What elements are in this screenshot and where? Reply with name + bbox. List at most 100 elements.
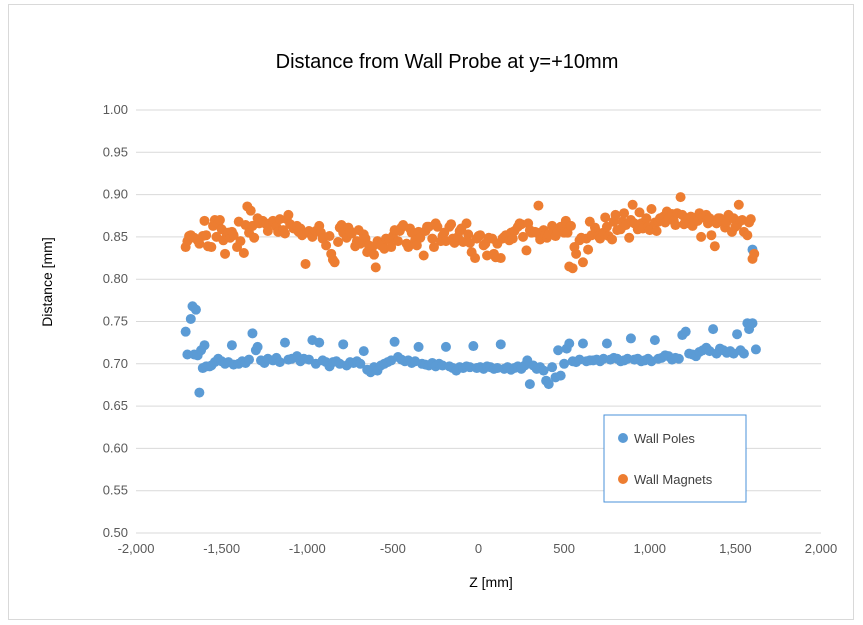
series-wall-poles	[180, 244, 761, 398]
wall-magnets-point	[249, 232, 260, 243]
wall-poles-point	[389, 336, 400, 347]
wall-magnets-point	[567, 263, 578, 274]
wall-magnets-point	[300, 258, 311, 269]
wall-magnets-point	[214, 214, 225, 225]
chart-title: Distance from Wall Probe at y=+10mm	[276, 51, 619, 73]
wall-magnets-point	[411, 240, 422, 251]
wall-magnets-point	[369, 249, 380, 260]
wall-poles-point	[355, 358, 366, 369]
wall-magnets-point	[507, 233, 518, 244]
wall-magnets-point	[201, 230, 212, 241]
wall-poles-point	[649, 335, 660, 346]
wall-poles-point	[524, 379, 535, 390]
wall-magnets-point	[228, 230, 239, 241]
wall-poles-point	[708, 324, 719, 335]
y-tick-label: 0.60	[103, 440, 128, 455]
wall-magnets-point	[370, 262, 381, 273]
wall-poles-point	[279, 337, 290, 348]
wall-poles-point	[555, 370, 566, 381]
wall-magnets-point	[745, 214, 756, 225]
x-tick-labels: -2,000 -1,500 -1,000 -500 0 500 1,000 1,500 2,00…	[118, 541, 838, 556]
wall-poles-point	[185, 313, 196, 324]
legend: Wall Poles Wall Magnets	[603, 414, 747, 503]
wall-poles-point	[680, 326, 691, 337]
wall-magnets-point	[418, 250, 429, 261]
wall-magnets-point	[199, 215, 210, 226]
wall-poles-point	[553, 345, 564, 356]
x-tick-label: -500	[380, 541, 406, 556]
wall-poles-point	[495, 339, 506, 350]
wall-magnets-point	[428, 242, 439, 253]
wall-poles-point	[314, 337, 325, 348]
wall-poles-point	[190, 304, 201, 315]
wall-magnets-point	[262, 225, 273, 236]
x-tick-label: -1,500	[203, 541, 240, 556]
legend-marker-wall-magnets	[618, 474, 628, 484]
wall-magnets-point	[274, 214, 285, 225]
wall-magnets-point	[324, 231, 335, 242]
x-tick-label: 500	[553, 541, 575, 556]
wall-magnets-point	[194, 238, 205, 249]
wall-poles-point	[547, 362, 558, 373]
wall-magnets-point	[427, 233, 438, 244]
wall-poles-point	[440, 341, 451, 352]
wall-magnets-point	[675, 192, 686, 203]
x-tick-label: 1,500	[719, 541, 752, 556]
wall-poles-point	[247, 328, 258, 339]
wall-poles-point	[559, 358, 570, 369]
wall-poles-point	[252, 341, 263, 352]
wall-magnets-point	[386, 242, 397, 253]
wall-poles-point	[538, 365, 549, 376]
wall-magnets-point	[495, 253, 506, 264]
wall-poles-point	[673, 353, 684, 364]
y-axis-title: Distance [mm]	[39, 237, 55, 326]
wall-magnets-point	[521, 245, 532, 256]
chart-svg: Distance from Wall Probe at y=+10mm 0.50…	[39, 51, 838, 590]
wall-magnets-point	[624, 232, 635, 243]
legend-label-wall-poles: Wall Poles	[634, 431, 695, 446]
wall-poles-point	[625, 333, 636, 344]
wall-magnets-point	[321, 240, 332, 251]
wall-magnets-point	[670, 220, 681, 231]
series-wall-magnets	[180, 192, 760, 274]
wall-magnets-point	[742, 230, 753, 241]
x-axis-title: Z [mm]	[469, 574, 513, 590]
wall-magnets-point	[709, 241, 720, 252]
x-tick-label: 0	[475, 541, 482, 556]
y-tick-label: 1.00	[103, 102, 128, 117]
wall-magnets-point	[704, 213, 715, 224]
wall-magnets-point	[601, 221, 612, 232]
wall-poles-point	[194, 387, 205, 398]
wall-magnets-point	[749, 248, 760, 259]
chart-frame: Distance from Wall Probe at y=+10mm 0.50…	[8, 4, 854, 620]
wall-poles-point	[468, 341, 479, 352]
wall-magnets-point	[619, 208, 630, 219]
wall-poles-point	[226, 340, 237, 351]
y-tick-label: 0.65	[103, 398, 128, 413]
y-tick-label: 0.85	[103, 229, 128, 244]
wall-magnets-point	[470, 253, 481, 264]
wall-poles-point	[199, 340, 210, 351]
x-tick-label: 1,000	[633, 541, 666, 556]
y-tick-label: 0.50	[103, 525, 128, 540]
wall-magnets-point	[610, 209, 621, 220]
wall-poles-point	[244, 354, 255, 365]
legend-label-wall-magnets: Wall Magnets	[634, 472, 713, 487]
x-tick-label: -1,000	[289, 541, 326, 556]
wall-poles-point	[543, 379, 554, 390]
wall-magnets-point	[533, 200, 544, 211]
wall-magnets-point	[634, 207, 645, 218]
wall-magnets-point	[475, 230, 486, 241]
wall-magnets-point	[446, 219, 457, 230]
wall-magnets-point	[403, 242, 414, 253]
wall-magnets-point	[206, 242, 217, 253]
wall-magnets-point	[329, 257, 340, 268]
wall-poles-point	[182, 349, 193, 360]
wall-magnets-point	[646, 203, 657, 214]
wall-magnets-point	[393, 236, 404, 247]
wall-magnets-point	[235, 236, 246, 247]
wall-magnets-point	[571, 248, 582, 259]
wall-poles-point	[577, 338, 588, 349]
wall-magnets-point	[627, 199, 638, 210]
wall-poles-point	[601, 338, 612, 349]
